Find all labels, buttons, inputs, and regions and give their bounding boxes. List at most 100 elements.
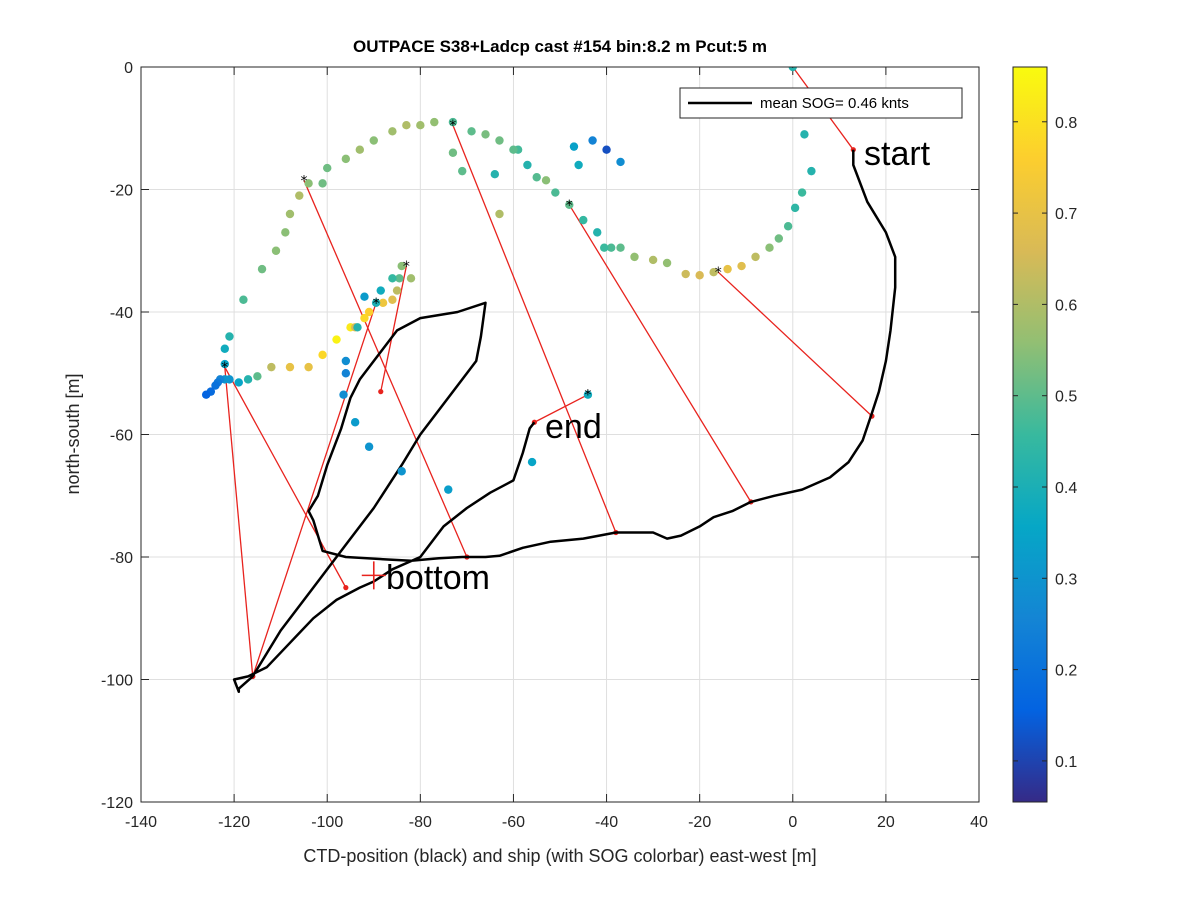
ship-point <box>788 67 797 72</box>
colorbar-ticks: 0.1 0.2 0.3 0.4 0.5 0.6 0.7 0.8 <box>1013 115 1077 771</box>
ship-point <box>579 215 588 225</box>
ship-point <box>267 362 276 372</box>
y-tick-label: 0 <box>124 60 133 77</box>
ship-point <box>527 457 537 467</box>
ship-point <box>616 243 625 252</box>
ship-point <box>243 375 253 384</box>
ship-point <box>602 145 611 154</box>
ship-point <box>332 335 341 344</box>
ship-point <box>765 243 774 252</box>
ship-point <box>448 148 458 157</box>
ship-point <box>388 295 397 304</box>
y-tick-label: -20 <box>110 183 133 200</box>
ship-point <box>353 323 362 332</box>
ship-point <box>783 222 793 231</box>
ship-point <box>551 188 560 197</box>
ship-point <box>341 356 351 366</box>
ship-point <box>593 228 602 237</box>
ship-point <box>600 243 609 252</box>
ship-point <box>662 258 672 268</box>
ship-point <box>774 234 784 243</box>
ship-point <box>376 286 385 295</box>
ship-point <box>737 261 746 271</box>
plot-frame <box>140 66 980 803</box>
red-link-end <box>850 147 856 153</box>
ship-point <box>616 157 625 167</box>
black-star-marker: * <box>715 265 722 281</box>
ship-point <box>583 390 593 399</box>
ship-point <box>532 173 541 182</box>
ship-point <box>350 418 360 427</box>
ship-point <box>807 166 816 176</box>
red-link <box>534 394 589 423</box>
legend-label: mean SOG= 0.46 knts <box>760 95 909 112</box>
ship-point <box>416 120 425 130</box>
red-link <box>452 124 617 533</box>
ship-point <box>709 267 718 277</box>
ship-point <box>797 188 807 197</box>
ship-point <box>285 209 295 219</box>
colorbar-tick-label: 0.8 <box>1055 115 1077 132</box>
y-tick-label: -80 <box>110 550 133 567</box>
ship-point <box>495 136 504 145</box>
colorbar-tick-label: 0.1 <box>1055 754 1077 771</box>
bottom-marker <box>361 561 386 590</box>
x-tick-label: 0 <box>788 814 797 831</box>
ship-point <box>364 442 374 451</box>
ship-point <box>253 372 262 381</box>
ship-point <box>281 228 290 237</box>
colorbar-tick-label: 0.2 <box>1055 663 1077 680</box>
ship-point <box>430 117 439 127</box>
ship-point <box>220 344 229 353</box>
ship-sog-points <box>201 67 816 494</box>
ship-point <box>630 252 639 262</box>
colorbar-tick-label: 0.3 <box>1055 571 1077 588</box>
x-tick-label: -100 <box>311 814 343 831</box>
ship-point <box>541 176 551 185</box>
x-tick-labels: -140 -120 -100 -80 -60 -40 -20 0 20 40 <box>125 67 988 831</box>
ship-point <box>355 145 365 154</box>
ship-point <box>211 381 220 390</box>
x-axis-label: CTD-position (black) and ship (with SOG … <box>303 846 816 866</box>
ship-point <box>523 160 532 170</box>
ship-point <box>495 209 504 219</box>
black-star-marker: * <box>300 173 307 189</box>
ship-point <box>388 274 397 283</box>
black-star-marker: * <box>221 360 228 376</box>
red-link <box>252 302 377 677</box>
black-star-marker: * <box>584 388 591 404</box>
colorbar-tick-label: 0.7 <box>1055 206 1077 223</box>
ship-point <box>695 271 704 280</box>
ship-point <box>388 127 397 136</box>
ship-point <box>371 298 381 308</box>
colorbar-tick-label: 0.5 <box>1055 389 1077 406</box>
ship-point <box>369 136 378 145</box>
ship-point <box>323 163 332 173</box>
ship-point <box>395 274 404 283</box>
ship-point <box>392 286 402 295</box>
ship-point <box>225 375 234 384</box>
y-tick-label: -120 <box>101 795 133 812</box>
annotation-end: end <box>545 408 602 446</box>
ship-point <box>201 390 211 399</box>
red-link <box>224 367 254 677</box>
ship-point <box>444 485 453 494</box>
red-link-lines <box>224 67 875 680</box>
ship-point <box>220 359 229 369</box>
colorbar-gradient <box>1012 66 1048 803</box>
ship-point <box>295 191 304 200</box>
red-link <box>380 265 408 392</box>
ship-point <box>285 362 295 372</box>
ship-point <box>339 390 348 399</box>
ship-point <box>234 378 243 387</box>
ship-point <box>397 467 406 476</box>
chart-title: OUTPACE S38+Ladcp cast #154 bin:8.2 m Pc… <box>353 37 767 56</box>
ship-point <box>481 130 490 139</box>
ship-point <box>448 117 458 127</box>
ship-point <box>257 264 267 274</box>
ship-point <box>790 203 800 213</box>
black-markers: * * * * * * * * * <box>221 67 796 404</box>
x-tick-label: -20 <box>688 814 711 831</box>
red-link <box>568 204 752 503</box>
colorbar-tick-label: 0.6 <box>1055 297 1077 314</box>
